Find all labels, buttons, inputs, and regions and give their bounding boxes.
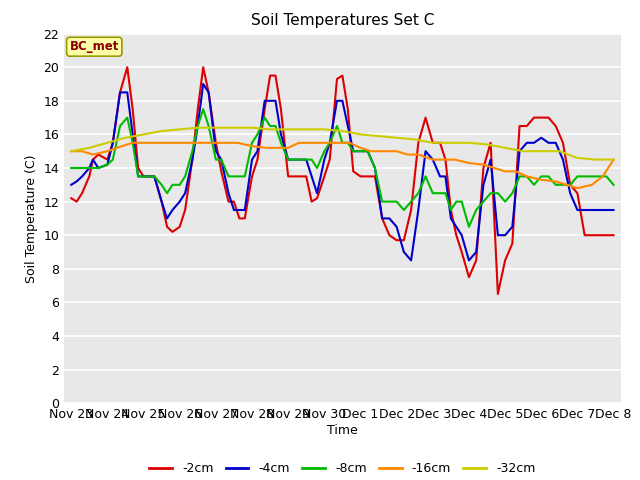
Y-axis label: Soil Temperature (C): Soil Temperature (C) [25,154,38,283]
Legend: -2cm, -4cm, -8cm, -16cm, -32cm: -2cm, -4cm, -8cm, -16cm, -32cm [145,457,540,480]
Title: Soil Temperatures Set C: Soil Temperatures Set C [251,13,434,28]
X-axis label: Time: Time [327,424,358,437]
Text: BC_met: BC_met [70,40,119,53]
